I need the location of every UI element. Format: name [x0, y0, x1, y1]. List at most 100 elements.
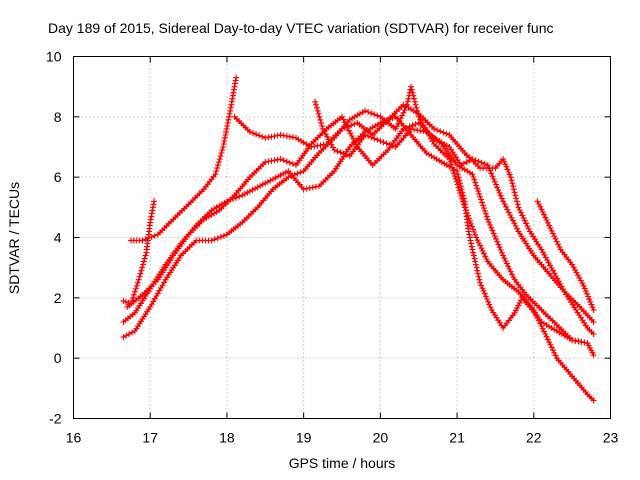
data-point [544, 219, 551, 226]
data-point [485, 298, 492, 305]
data-point [454, 168, 461, 175]
data-point [253, 131, 260, 138]
data-point [480, 250, 487, 257]
data-point [141, 255, 148, 262]
data-point [519, 212, 526, 219]
data-point [479, 199, 485, 206]
data-point [507, 174, 514, 181]
data-point [414, 127, 421, 134]
data-point [477, 193, 484, 200]
data-point [491, 233, 498, 240]
data-point [408, 125, 414, 132]
data-point [475, 270, 481, 277]
x-tick-labels: 16 17 18 19 20 21 22 23 [66, 430, 619, 446]
data-point [494, 238, 501, 245]
data-point [494, 184, 501, 191]
data-point [504, 166, 511, 173]
data-point [590, 306, 597, 313]
data-point [472, 258, 479, 265]
data-point [478, 282, 485, 289]
data-point [476, 190, 483, 197]
data-point [474, 185, 481, 192]
data-point [557, 280, 564, 287]
data-point [317, 116, 324, 123]
data-point [500, 252, 507, 259]
data-point [339, 125, 345, 132]
data-point [374, 112, 381, 119]
data-point [450, 167, 456, 174]
data-point [515, 204, 522, 211]
data-point [541, 211, 547, 218]
data-point [236, 193, 243, 200]
data-point [505, 263, 512, 270]
data-point [139, 237, 146, 244]
x-tick-label: 23 [603, 430, 619, 446]
y-axis-label: SDTVAR / TECUs [6, 182, 22, 294]
data-point [573, 269, 580, 276]
data-point [136, 273, 143, 280]
data-point [482, 253, 489, 260]
data-point [552, 235, 559, 242]
data-point [523, 220, 530, 227]
data-point [403, 124, 410, 131]
data-point [490, 176, 497, 182]
y-tick-labels: -2 0 2 4 6 8 10 [46, 49, 62, 427]
data-point [365, 109, 372, 115]
data-point [541, 328, 547, 335]
data-point [389, 142, 396, 149]
data-point [362, 107, 368, 114]
data-point [535, 317, 542, 324]
data-point [462, 207, 469, 214]
data-point [466, 234, 473, 241]
data-point [464, 212, 471, 219]
data-point [510, 274, 517, 281]
data-point [456, 187, 463, 194]
data-point [340, 150, 347, 157]
x-tick-label: 22 [526, 430, 542, 446]
data-point [548, 227, 555, 234]
markers-track-2 [128, 74, 240, 244]
data-point [521, 217, 528, 224]
data-point [291, 171, 298, 178]
data-point [473, 182, 480, 189]
data-point [223, 128, 229, 135]
data-point [588, 301, 595, 308]
data-point [280, 132, 287, 139]
x-axis-label: GPS time / hours [289, 455, 396, 471]
data-point [500, 198, 507, 205]
data-point [321, 128, 328, 135]
y-tick-label: 4 [54, 230, 62, 246]
data-point [306, 185, 313, 191]
data-point [453, 178, 460, 185]
data-point [457, 190, 464, 197]
data-point [288, 173, 295, 179]
data-point [371, 135, 378, 142]
data-point [587, 298, 594, 305]
data-point [512, 223, 519, 229]
data-point [230, 195, 237, 202]
data-point [474, 237, 481, 244]
data-point [520, 215, 527, 222]
data-point [485, 219, 492, 226]
data-point [443, 130, 450, 137]
data-point [313, 104, 320, 111]
data-point [493, 181, 499, 188]
data-point [457, 180, 464, 187]
data-point [512, 192, 519, 199]
y-tick-label: 6 [54, 169, 62, 185]
data-point [228, 98, 235, 105]
data-point [467, 218, 473, 224]
markers-track-6 [231, 101, 597, 337]
data-point [265, 134, 272, 141]
data-point [325, 136, 332, 143]
data-point [434, 127, 441, 134]
data-point [539, 249, 546, 256]
data-point [397, 115, 404, 122]
data-point [271, 133, 278, 140]
data-point [400, 125, 407, 132]
data-point [351, 138, 358, 145]
data-point [289, 160, 296, 167]
data-point [277, 172, 284, 179]
data-point [511, 220, 518, 227]
data-point [460, 201, 467, 208]
